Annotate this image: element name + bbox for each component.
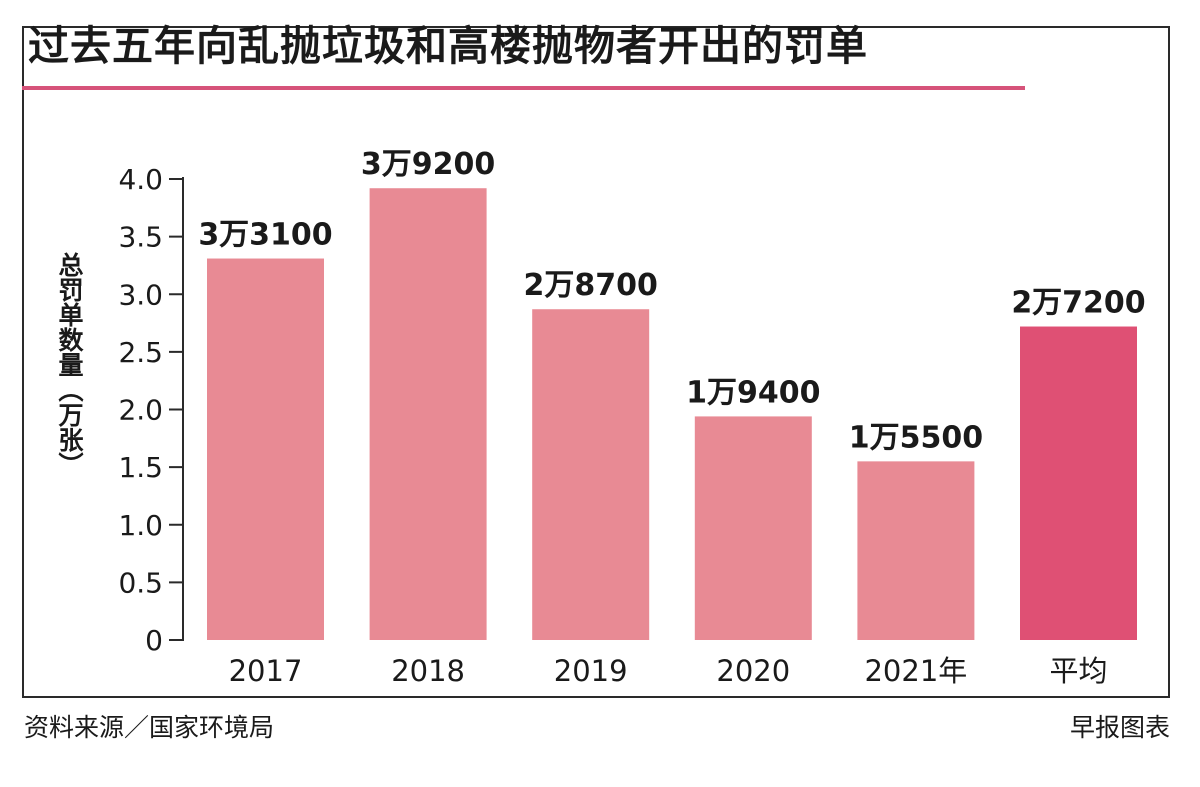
y-tick-label: 1.0 (118, 509, 163, 542)
data-label: 1万5500 (849, 420, 983, 455)
credit-note: 早报图表 (1069, 713, 1170, 742)
x-tick-label: 2020 (716, 654, 790, 688)
y-axis: 0 0.5 1.0 1.5 2.0 2.5 3.0 3.5 4.0 (118, 163, 184, 657)
y-tick-label: 0.5 (118, 566, 163, 599)
title-underline (22, 86, 1025, 90)
y-tick-label: 4.0 (118, 163, 163, 196)
y-tick-label: 0 (145, 624, 163, 657)
bar-2019 (532, 309, 650, 640)
x-axis-ticks: 2017 2018 2019 2020 2021年 平均 (229, 654, 1108, 688)
x-tick-label: 2018 (391, 654, 465, 688)
y-tick-label: 3.5 (118, 221, 163, 254)
bar-平均 (1020, 326, 1137, 640)
x-tick-label: 平均 (1049, 654, 1107, 688)
bar-2017 (207, 258, 324, 640)
data-label: 2万7200 (1011, 286, 1145, 321)
data-label: 3万3100 (198, 218, 332, 253)
x-tick-label: 2019 (554, 654, 628, 688)
y-tick-label: 1.5 (118, 451, 163, 484)
bar-2018 (369, 188, 487, 640)
chart-title: 过去五年向乱抛垃圾和高楼抛物者开出的罚单 (28, 22, 868, 70)
y-tick-label: 3.0 (118, 278, 163, 311)
data-label-group: 3万3100 3万9200 2万8700 1万9400 1万5500 2万7200 (198, 147, 1145, 455)
y-tick-label: 2.5 (118, 336, 163, 369)
data-label: 1万9400 (686, 375, 820, 410)
data-label: 2万8700 (524, 268, 658, 303)
x-tick-label: 2021年 (864, 654, 967, 688)
x-tick-label: 2017 (229, 654, 303, 688)
chart-frame (22, 26, 1170, 698)
bar-group (207, 188, 1137, 640)
y-axis-label: 总罚单数量（万张） (55, 252, 84, 477)
data-label: 3万9200 (361, 147, 495, 182)
bar-2021年 (857, 461, 975, 640)
y-tick-label: 2.0 (118, 394, 163, 427)
bar-2020 (694, 416, 812, 640)
source-note: 资料来源／国家环境局 (24, 713, 275, 742)
